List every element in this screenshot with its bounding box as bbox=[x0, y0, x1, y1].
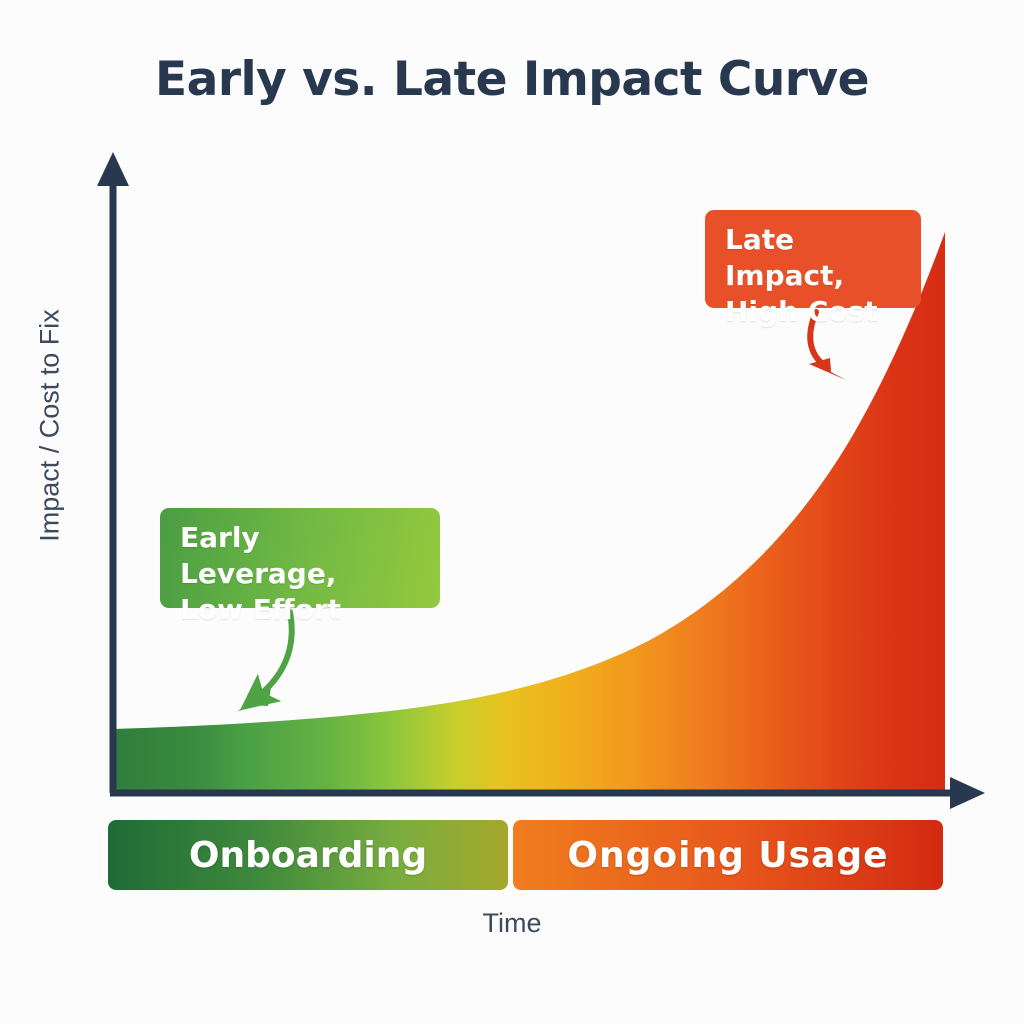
annotation-late-impact: Late Impact, High Cost bbox=[705, 210, 921, 328]
phase-bar-onboarding: Onboarding bbox=[108, 820, 508, 890]
late-annotation-arrowhead-icon bbox=[809, 358, 846, 380]
y-axis-arrow-icon bbox=[97, 152, 129, 186]
x-axis-label: Time bbox=[482, 908, 542, 938]
page-title: Early vs. Late Impact Curve bbox=[155, 52, 869, 107]
early-annotation-arrowhead-icon bbox=[237, 681, 272, 712]
impact-curve-area bbox=[113, 232, 945, 791]
phase-bar-ongoing-usage: Ongoing Usage bbox=[513, 820, 943, 890]
annotation-early-leverage: Early Leverage, Low Effort bbox=[160, 508, 440, 626]
x-axis-arrow-icon bbox=[950, 777, 985, 809]
